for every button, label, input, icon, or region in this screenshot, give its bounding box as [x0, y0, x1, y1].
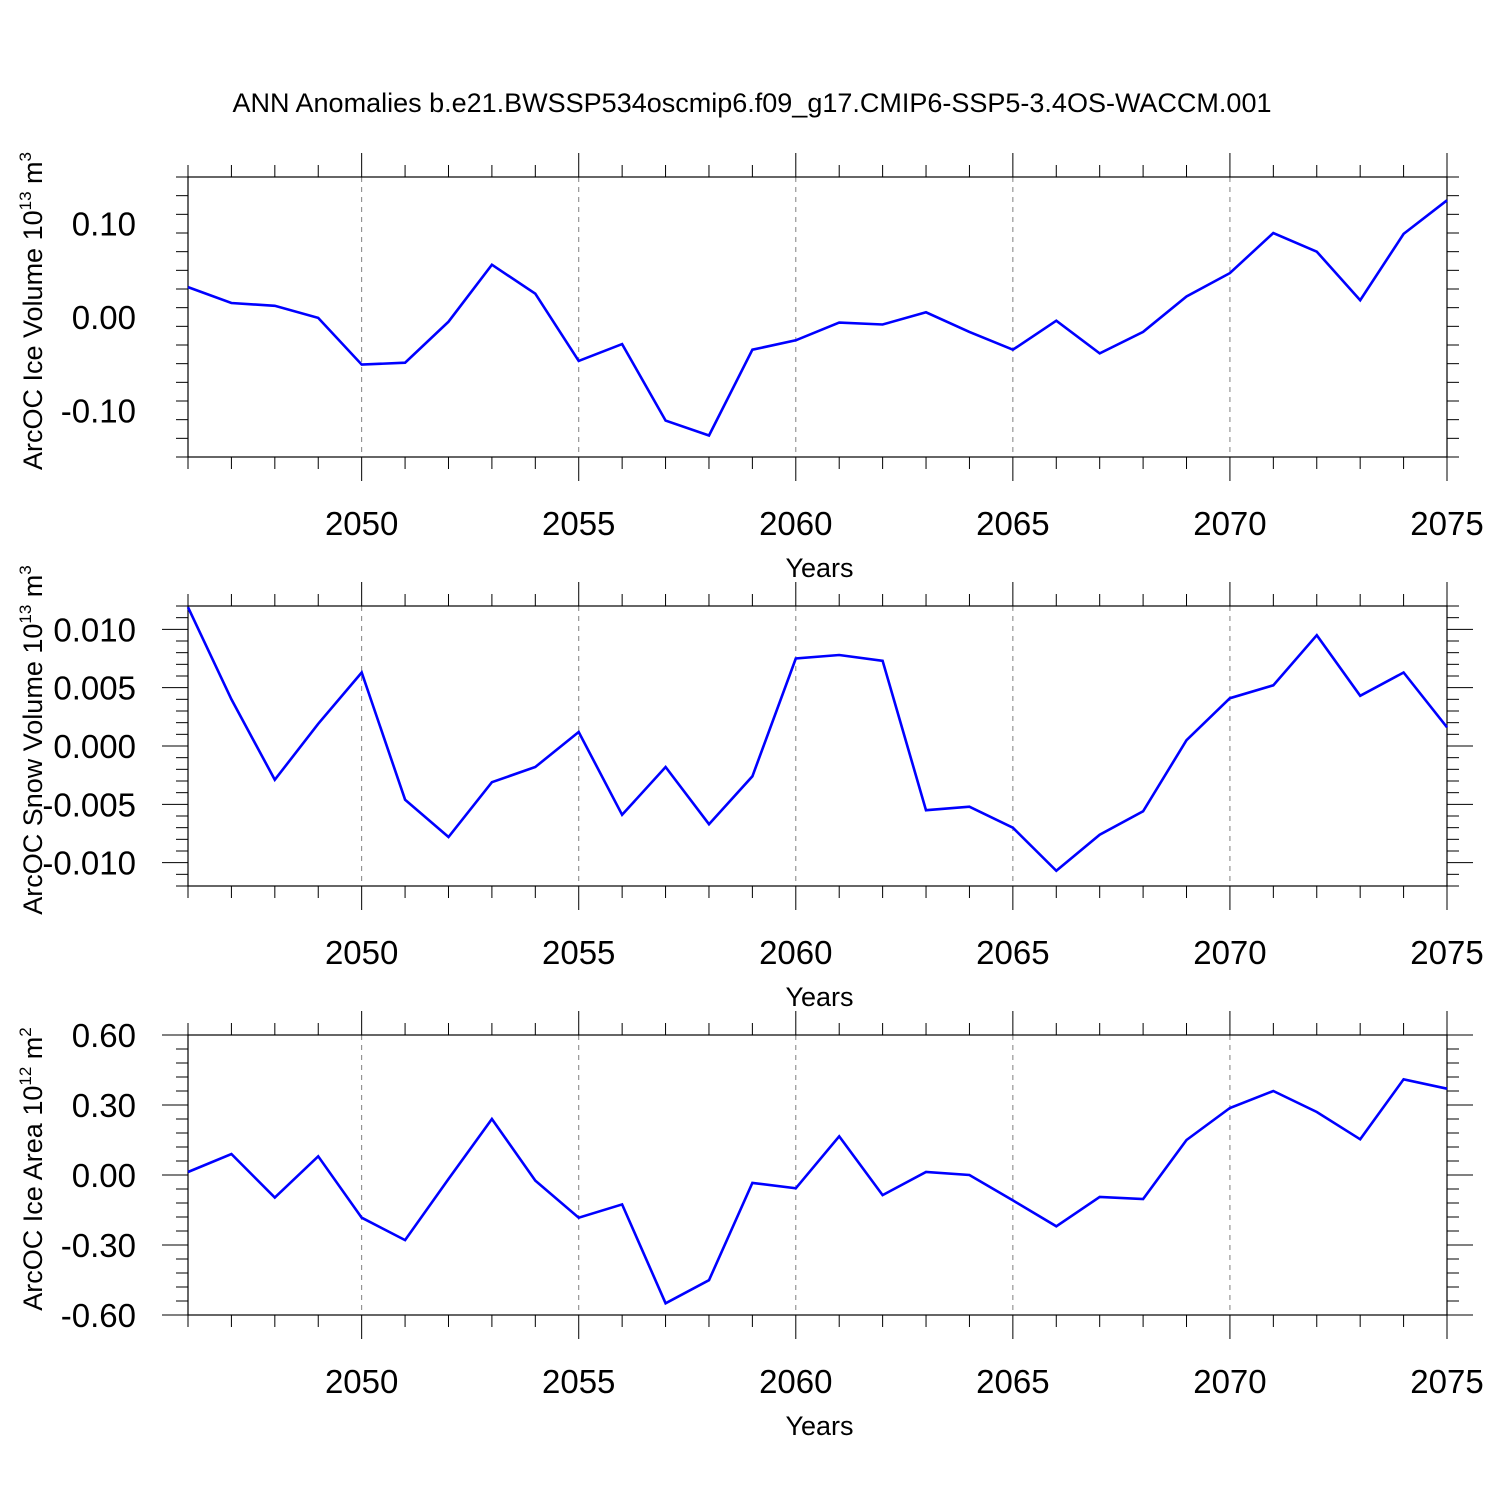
- panel-ice-volume-xtick-label-2070: 2070: [1193, 505, 1266, 542]
- panel-ice-area-xtick-label-2060: 2060: [759, 1363, 832, 1400]
- panel-snow-volume-xtick-label-2065: 2065: [976, 934, 1049, 971]
- panel-snow-volume-x-axis-label: Years: [785, 982, 853, 1012]
- panel-snow-volume-ytick-label: 0.005: [53, 670, 136, 707]
- panel-ice-volume-series-line: [187, 199, 1448, 438]
- panel-snow-volume-ytick-label: -0.010: [42, 845, 136, 882]
- panel-snow-volume-xtick-label-2050: 2050: [325, 934, 398, 971]
- figure-title: ANN Anomalies b.e21.BWSSP534oscmip6.f09_…: [233, 88, 1272, 118]
- panel-ice-area-ytick-label: -0.60: [61, 1297, 136, 1334]
- panel-ice-area-xtick-label-2070: 2070: [1193, 1363, 1266, 1400]
- panel-ice-area-ytick-label: -0.30: [61, 1227, 136, 1264]
- panel-snow-volume-ytick-label: 0.010: [53, 611, 136, 648]
- panel-ice-volume-xtick-label-2065: 2065: [976, 505, 1049, 542]
- panel-ice-area-plot-frame: [187, 1034, 1448, 1316]
- panel-snow-volume-xtick-label-2060: 2060: [759, 934, 832, 971]
- panel-ice-area-ytick-label: 0.00: [72, 1157, 136, 1194]
- panel-snow-volume-ytick-label: -0.005: [42, 786, 136, 823]
- panel-ice-area-series-line: [187, 1077, 1448, 1306]
- panel-ice-area-xtick-label-2065: 2065: [976, 1363, 1049, 1400]
- panel-snow-volume-y-axis-label: ArcOC Snow Volume 1013 m3: [16, 565, 48, 915]
- panel-ice-area-ytick-label: 0.60: [72, 1017, 136, 1054]
- panel-ice-volume-xtick-label-2075: 2075: [1410, 505, 1483, 542]
- panel-snow-volume-xtick-label-2070: 2070: [1193, 934, 1266, 971]
- panel-ice-area-xtick-label-2050: 2050: [325, 1363, 398, 1400]
- panel-ice-volume-x-axis-label: Years: [785, 553, 853, 583]
- panel-ice-volume-ytick-label: -0.10: [61, 392, 136, 429]
- panel-ice-volume-xtick-label-2060: 2060: [759, 505, 832, 542]
- panel-snow-volume-xtick-label-2075: 2075: [1410, 934, 1483, 971]
- panel-snow-volume-plot-frame: [187, 605, 1448, 887]
- panel-ice-area-xtick-label-2075: 2075: [1410, 1363, 1483, 1400]
- panel-ice-area-y-axis-label: ArcOC Ice Area 1012 m2: [16, 1027, 48, 1311]
- panel-ice-volume: -0.10 0.00 0.10 2050 2055 2060 2065 2070 2075 Yea…: [16, 152, 1484, 583]
- panel-ice-area: -0.60 -0.30 0.00 0.30 0.60 2050 2055 2060 2065 20…: [16, 1011, 1484, 1441]
- panel-ice-volume-plot-frame: [187, 176, 1448, 458]
- panel-ice-volume-ytick-label: 0.00: [72, 299, 136, 336]
- panel-ice-area-xtick-label-2055: 2055: [542, 1363, 615, 1400]
- panel-ice-volume-xtick-label-2050: 2050: [325, 505, 398, 542]
- panel-ice-volume-xtick-label-2055: 2055: [542, 505, 615, 542]
- panel-snow-volume-xtick-label-2055: 2055: [542, 934, 615, 971]
- panel-snow-volume-series-line: [186, 606, 1449, 873]
- panel-snow-volume-ytick-label: 0.000: [53, 728, 136, 765]
- panel-ice-volume-y-axis-label: ArcOC Ice Volume 1013 m3: [16, 152, 48, 470]
- panel-ice-area-ytick-label: 0.30: [72, 1087, 136, 1124]
- panel-snow-volume: -0.010 -0.005 0.000 0.005 0.010 2050 2055 2060 2…: [16, 565, 1484, 1012]
- panel-ice-area-x-axis-label: Years: [785, 1411, 853, 1441]
- panel-ice-volume-ytick-label: 0.10: [72, 206, 136, 243]
